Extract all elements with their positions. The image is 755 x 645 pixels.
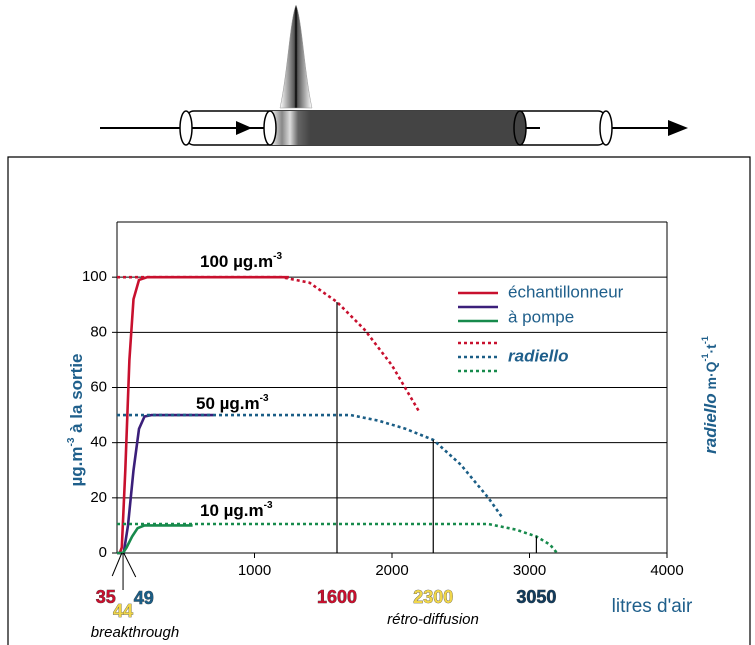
marker-label: 1600	[317, 587, 357, 607]
legend-label: échantillonneur	[508, 282, 624, 301]
y-title-part: µg.m	[67, 446, 86, 486]
y2-title-sup: -1	[700, 353, 710, 361]
annotation-text: 10 µg.m	[200, 501, 264, 520]
marker-line	[124, 553, 136, 577]
x-tick-label: 4000	[650, 562, 683, 579]
legend-label: radiello	[508, 346, 568, 365]
y-tick-label: 80	[90, 323, 107, 340]
y2-axis-title: radiello m·Q-1·t-1	[700, 336, 720, 454]
y2-title-part: radiello	[701, 393, 720, 453]
curve-annotation: 10 µg.m-3	[200, 500, 273, 521]
y2-title-part: ·t	[703, 344, 719, 354]
annotation-sup: -3	[273, 251, 282, 262]
y-tick-label: 0	[99, 544, 107, 561]
y-tick-label: 20	[90, 489, 107, 506]
marker-label: 2300	[413, 587, 453, 607]
x-tick-label: 1000	[238, 562, 271, 579]
curve-annotation: 50 µg.m-3	[196, 393, 269, 414]
y-tick-label: 40	[90, 434, 107, 451]
x-axis-title: litres d'air	[612, 596, 693, 617]
y-tick-label: 60	[90, 378, 107, 395]
y2-title-sup: -1	[700, 336, 710, 344]
y-title-part: à la sortie	[67, 353, 86, 437]
curve-annotation: 100 µg.m-3	[200, 251, 282, 272]
legend-label: à pompe	[508, 307, 574, 326]
note: breakthrough	[91, 624, 179, 641]
marker-label: 3050	[516, 587, 556, 607]
marker-label: 44	[113, 601, 133, 621]
annotation-text: 50 µg.m	[196, 394, 260, 413]
annotation-sup: -3	[264, 500, 273, 511]
marker-line	[112, 553, 122, 576]
note: rétro-diffusion	[387, 611, 479, 628]
x-tick-label: 3000	[513, 562, 546, 579]
series-line	[117, 415, 213, 553]
y2-title-part: m·Q	[703, 361, 719, 393]
y-tick-label: 100	[82, 268, 107, 285]
x-tick-label: 2000	[375, 562, 408, 579]
chart: µg.m-3 à la sortie radiello m·Q-1·t-1 li…	[0, 0, 755, 645]
annotation-sup: -3	[260, 393, 269, 404]
series-line	[117, 415, 502, 517]
y-axis-title: µg.m-3 à la sortie	[66, 353, 87, 486]
sampler-illustration	[100, 5, 688, 145]
annotation-text: 100 µg.m	[200, 252, 273, 271]
marker-label: 49	[134, 588, 154, 608]
